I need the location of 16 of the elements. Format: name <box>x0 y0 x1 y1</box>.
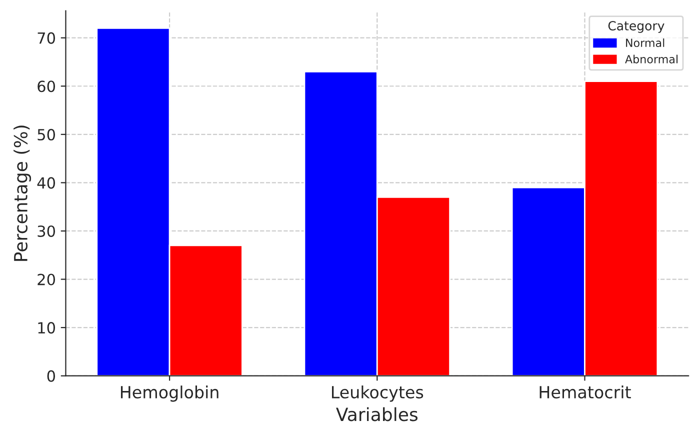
legend-label: Normal <box>626 38 664 48</box>
y-tick-label: 50 <box>38 128 56 140</box>
y-tick-label: 20 <box>38 274 56 286</box>
y-tick-label: 70 <box>38 32 56 44</box>
y-tick-label: 30 <box>38 225 56 238</box>
legend-title: Category <box>608 21 664 33</box>
x-axis-title: Variables <box>336 407 418 422</box>
legend-label: Abnormal <box>625 54 678 64</box>
y-tick-label: 0 <box>47 370 56 382</box>
y-tick-label: 10 <box>38 322 56 334</box>
y-axis-title: Percentage (%) <box>14 126 32 261</box>
x-tick-label: Hemoglobin <box>120 386 218 402</box>
y-tick-label: 40 <box>37 177 56 189</box>
y-tick-label: 60 <box>38 80 56 92</box>
x-tick-label: Leukocytes <box>332 386 424 402</box>
x-tick-label: Hematocrit <box>540 386 631 398</box>
